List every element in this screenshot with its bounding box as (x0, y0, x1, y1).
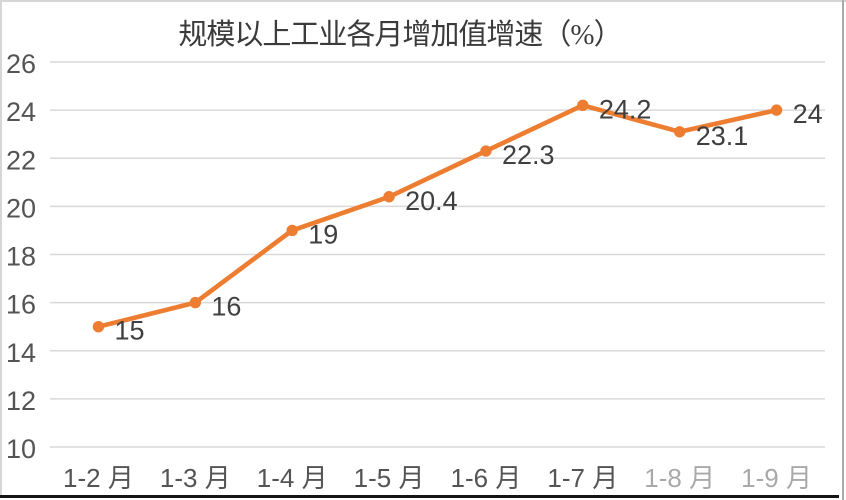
data-label: 15 (114, 316, 144, 346)
x-tick-label: 1-6 月 (451, 463, 522, 493)
data-point-marker (480, 145, 492, 157)
data-label: 23.1 (696, 121, 749, 151)
data-point-marker (286, 224, 298, 237)
y-tick-label: 26 (6, 49, 36, 79)
data-label: 16 (211, 292, 241, 322)
data-label: 20.4 (405, 186, 458, 216)
y-tick-label: 24 (6, 97, 36, 127)
x-tick-label: 1-7 月 (547, 463, 618, 493)
right-border (842, 0, 844, 500)
data-label: 24.2 (599, 94, 652, 124)
x-tick-label: 1-2 月 (63, 463, 134, 493)
bottom-border-line (0, 495, 839, 498)
data-point-marker (383, 191, 395, 203)
data-point-marker (577, 99, 589, 112)
data-point-marker (673, 126, 686, 138)
chart-title: 规模以上工业各月增加值增速（%） (178, 19, 622, 51)
data-label: 22.3 (502, 140, 555, 170)
x-tick-label: 1-4 月 (257, 463, 328, 493)
y-tick-label: 14 (6, 338, 36, 368)
top-border (0, 0, 846, 2)
x-tick-label: 1-3 月 (160, 463, 231, 493)
data-label: 19 (308, 219, 338, 249)
y-tick-label: 16 (6, 290, 36, 320)
y-tick-label: 20 (6, 193, 36, 223)
y-tick-label: 18 (6, 242, 36, 272)
y-tick-label: 10 (6, 434, 36, 464)
y-tick-label: 12 (6, 386, 36, 416)
data-line (96, 103, 779, 330)
x-tick-label: 1-5 月 (354, 463, 425, 493)
x-tick-label: 1-8 月 (644, 463, 715, 493)
x-tick-label: 1-9 月 (741, 463, 812, 493)
data-point-marker (189, 296, 202, 309)
data-label: 24 (793, 99, 823, 129)
data-point-marker (770, 104, 783, 116)
y-tick-label: 22 (6, 145, 36, 175)
left-border (0, 0, 2, 497)
data-point-marker (92, 320, 105, 333)
